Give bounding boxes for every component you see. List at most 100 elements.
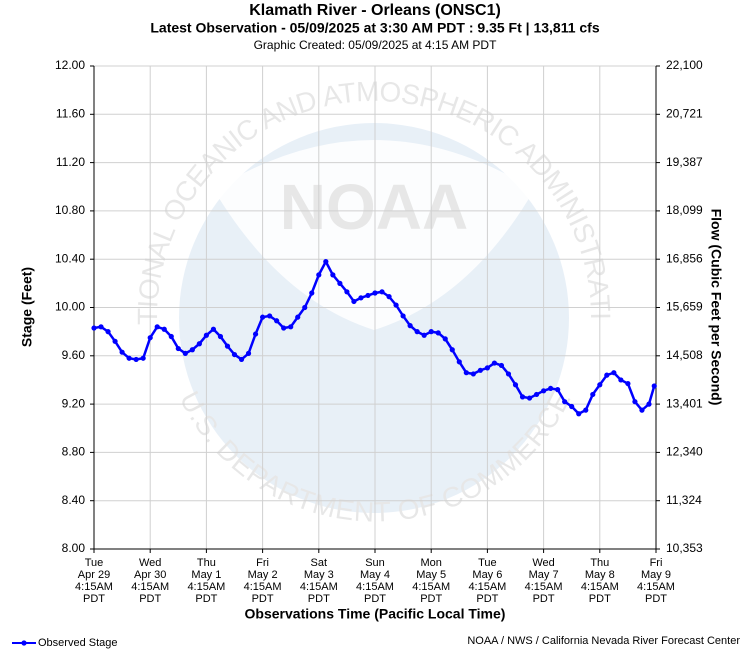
data-point bbox=[386, 294, 392, 300]
data-point bbox=[435, 330, 441, 336]
x-tick-label: May 3 bbox=[304, 569, 334, 581]
y-tick-label: 12.00 bbox=[55, 58, 85, 72]
data-point bbox=[98, 324, 104, 330]
x-tick-label: Apr 30 bbox=[134, 569, 166, 581]
chart-title: Klamath River - Orleans (ONSC1) bbox=[249, 2, 501, 19]
data-point bbox=[590, 391, 596, 398]
data-point bbox=[632, 399, 638, 405]
x-tick-label: 4:15AM bbox=[468, 581, 506, 593]
y-axis-label: Stage (Feet) bbox=[19, 267, 35, 347]
x-tick-label: 4:15AM bbox=[525, 581, 563, 593]
y2-tick-label: 10,353 bbox=[666, 541, 703, 555]
data-point bbox=[505, 371, 512, 377]
data-point bbox=[526, 395, 533, 401]
x-axis-label: Observations Time (Pacific Local Time) bbox=[245, 606, 506, 622]
y-tick-label: 8.40 bbox=[62, 493, 86, 507]
x-tick-label: 4:15AM bbox=[131, 581, 169, 593]
x-tick-label: PDT bbox=[420, 593, 442, 605]
data-point bbox=[260, 314, 266, 320]
y2-tick-label: 18,099 bbox=[666, 203, 703, 217]
x-tick-label: Wed bbox=[139, 557, 161, 569]
x-tick-label: May 7 bbox=[529, 569, 559, 581]
data-point bbox=[154, 324, 160, 330]
x-tick-label: Tue bbox=[85, 557, 104, 569]
x-tick-label: May 4 bbox=[360, 569, 390, 581]
chart-subtitle: Latest Observation - 05/09/2025 at 3:30 … bbox=[150, 20, 599, 36]
data-point bbox=[611, 370, 617, 376]
data-point bbox=[203, 332, 209, 338]
x-tick-label: 4:15AM bbox=[356, 581, 394, 593]
y-tick-label: 9.20 bbox=[62, 396, 86, 410]
data-point bbox=[231, 351, 238, 358]
data-point bbox=[562, 399, 568, 405]
y-tick-label: 10.80 bbox=[55, 203, 85, 217]
data-point bbox=[196, 341, 202, 347]
data-point bbox=[393, 302, 399, 308]
credit: NOAA / NWS / California Nevada River For… bbox=[467, 635, 740, 647]
data-point bbox=[576, 411, 582, 417]
y2-tick-label: 16,856 bbox=[666, 251, 703, 265]
x-tick-label: Apr 29 bbox=[78, 569, 110, 581]
data-point bbox=[344, 289, 350, 295]
data-point bbox=[456, 359, 462, 365]
y2-tick-label: 12,340 bbox=[666, 445, 703, 459]
x-tick-label: PDT bbox=[476, 593, 498, 605]
data-point bbox=[302, 304, 308, 311]
data-point bbox=[569, 403, 575, 410]
data-point bbox=[126, 355, 132, 361]
data-point bbox=[91, 325, 97, 331]
x-tick-label: Thu bbox=[590, 557, 609, 569]
data-point bbox=[651, 383, 657, 389]
data-point bbox=[288, 324, 294, 330]
data-point bbox=[295, 314, 301, 320]
legend-marker bbox=[21, 640, 27, 646]
data-point bbox=[351, 298, 357, 305]
data-point bbox=[189, 347, 195, 353]
data-point bbox=[400, 313, 406, 319]
data-point bbox=[407, 323, 413, 329]
x-tick-label: 4:15AM bbox=[300, 581, 338, 593]
watermark-bird bbox=[214, 140, 534, 330]
data-point bbox=[428, 329, 434, 335]
data-point bbox=[597, 382, 603, 388]
legend-label: Observed Stage bbox=[38, 637, 118, 649]
data-point bbox=[541, 388, 547, 394]
data-point bbox=[316, 272, 322, 278]
x-tick-label: PDT bbox=[252, 593, 274, 605]
x-tick-label: 4:15AM bbox=[244, 581, 282, 593]
x-tick-label: May 5 bbox=[416, 569, 446, 581]
watermark-circle bbox=[179, 123, 569, 513]
data-point bbox=[498, 362, 505, 369]
y-tick-label: 11.20 bbox=[56, 155, 85, 169]
y2-tick-label: 14,508 bbox=[666, 348, 703, 362]
x-tick-label: Fri bbox=[650, 557, 663, 569]
y-tick-label: 8.00 bbox=[62, 541, 86, 555]
data-point bbox=[365, 292, 371, 299]
data-point bbox=[470, 371, 476, 377]
data-point bbox=[309, 290, 315, 296]
data-point bbox=[182, 350, 188, 356]
data-point bbox=[491, 360, 498, 366]
data-point bbox=[337, 280, 343, 286]
data-point bbox=[484, 365, 490, 371]
x-tick-label: May 6 bbox=[472, 569, 502, 581]
x-tick-label: 4:15AM bbox=[581, 581, 619, 593]
data-point bbox=[112, 338, 118, 344]
data-point bbox=[238, 356, 245, 363]
data-point bbox=[477, 367, 483, 373]
x-tick-label: Mon bbox=[420, 557, 441, 569]
data-point bbox=[512, 382, 519, 388]
data-point bbox=[323, 259, 329, 265]
data-point bbox=[421, 332, 427, 338]
data-point bbox=[281, 325, 287, 331]
data-point bbox=[372, 290, 378, 296]
x-tick-label: PDT bbox=[83, 593, 105, 605]
x-tick-label: PDT bbox=[589, 593, 611, 605]
data-point bbox=[119, 349, 125, 355]
data-point bbox=[379, 289, 385, 295]
data-point bbox=[449, 347, 455, 353]
data-point bbox=[618, 377, 624, 383]
x-tick-label: May 9 bbox=[641, 569, 671, 581]
data-point bbox=[267, 313, 273, 319]
data-point bbox=[217, 333, 224, 340]
